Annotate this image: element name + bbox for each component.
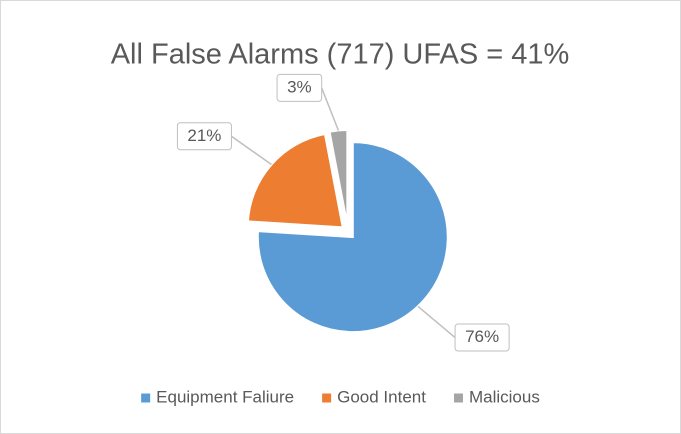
- leader-line: [231, 135, 272, 166]
- legend-swatch: [141, 393, 151, 403]
- legend-label: Malicious: [469, 387, 540, 406]
- legend-swatch: [453, 393, 463, 403]
- leader-line: [417, 305, 456, 339]
- pie-slice: [246, 132, 344, 229]
- pie-slice: [256, 141, 449, 334]
- legend-swatch: [322, 393, 332, 403]
- pie-slice: [328, 129, 349, 226]
- data-label: 21%: [187, 126, 221, 145]
- legend-label: Equipment Faliure: [156, 387, 294, 406]
- data-label: 76%: [465, 327, 499, 346]
- chart-title: All False Alarms (717) UFAS = 41%: [111, 39, 570, 71]
- data-label: 3%: [287, 77, 312, 96]
- leader-line: [320, 87, 340, 131]
- legend-label: Good Intent: [337, 387, 426, 406]
